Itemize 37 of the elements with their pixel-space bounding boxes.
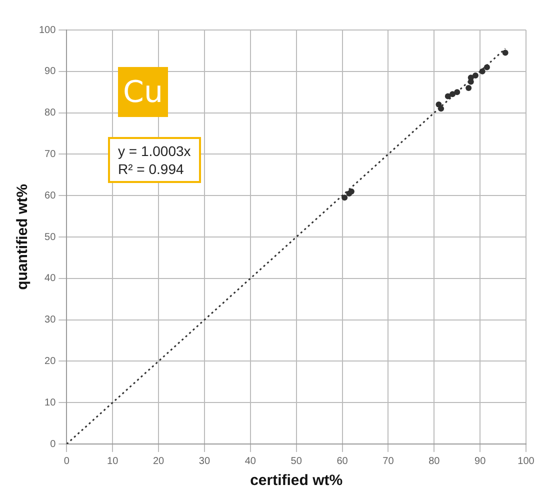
y-tick-label: 60 [44, 190, 56, 202]
x-tick-label: 90 [474, 456, 486, 467]
y-tick-label: 20 [44, 356, 56, 367]
annotation: R² = 0.994 [118, 160, 185, 178]
y-tick-label: 100 [38, 24, 56, 36]
y-tick-label: 80 [44, 108, 56, 119]
y-axis-title: quantified wt% [14, 184, 32, 290]
x-tick-label: 0 [64, 456, 70, 467]
y-tick-label: 90 [44, 66, 56, 78]
y-tick-label: 40 [44, 273, 56, 284]
point [454, 89, 460, 96]
y-tick-label: 10 [44, 397, 56, 408]
x-tick-label: 30 [198, 456, 210, 467]
x-tick-label: 70 [382, 456, 394, 467]
point [484, 64, 490, 70]
point [450, 91, 456, 98]
x-axis-title: certified wt% [250, 472, 343, 490]
point [472, 72, 478, 79]
point [348, 188, 354, 194]
point [502, 50, 508, 56]
point [342, 194, 348, 201]
x-tick-label: 60 [336, 456, 348, 467]
x-tick-label: 10 [107, 456, 119, 467]
point [466, 84, 472, 91]
x-tick-label: 40 [244, 456, 256, 467]
y-tick-label: 30 [44, 314, 56, 326]
y-tick-label: 0 [50, 438, 56, 450]
point [479, 68, 486, 74]
x-tick-label: 80 [428, 456, 440, 467]
x-tick-label: 20 [152, 456, 165, 467]
annotation: Cu [118, 67, 168, 117]
y-tick-label: 50 [44, 232, 56, 243]
x-tick-label: 100 [518, 456, 535, 467]
x-tick-label: 50 [290, 456, 302, 467]
annotation: y = 1.0003x [118, 142, 191, 160]
point [438, 106, 444, 112]
y-tick-label: 70 [44, 148, 56, 160]
